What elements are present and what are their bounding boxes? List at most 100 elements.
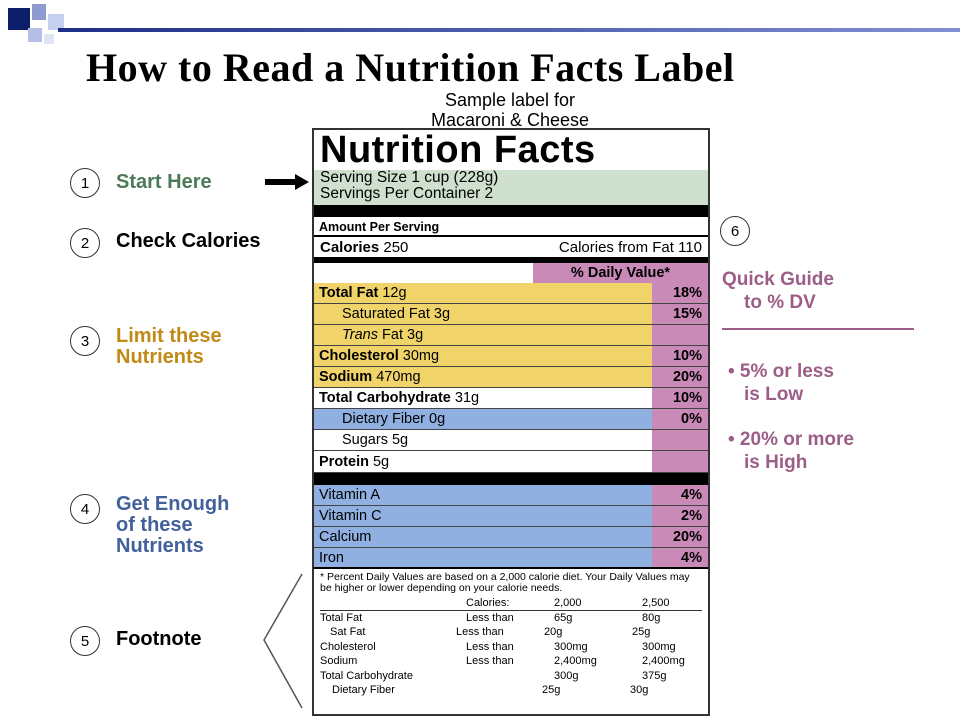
footnote-cell: 80g — [642, 611, 661, 624]
footnote-cell: Less than — [466, 655, 514, 668]
footnote-table: Calories: 2,000 2,500 Total Fat Less tha… — [314, 596, 708, 698]
step-start-here: 1 Start Here — [70, 168, 212, 198]
vitamin-percent: 20% — [652, 527, 708, 547]
nutrient-amount: 5g — [368, 453, 390, 470]
calories-from-fat: Calories from Fat 110 — [558, 238, 702, 256]
footnote-table-header: Calories: 2,000 2,500 — [320, 596, 702, 611]
step-label: Get Enough of these Nutrients — [116, 494, 229, 557]
nutrient-name: Total Carbohydrate — [319, 390, 451, 406]
step-label-line: Start Here — [116, 171, 212, 193]
calories-row: Calories 250 Calories from Fat 110 — [314, 237, 708, 257]
decor-square — [28, 28, 42, 42]
nutrient-name: Protein — [319, 453, 369, 470]
footnote-cell: 2,400mg — [642, 655, 685, 668]
decor-square — [44, 34, 54, 44]
footnote-cell: Total Fat — [320, 611, 363, 624]
page-title: How to Read a Nutrition Facts Label — [86, 45, 735, 90]
nutrient-row: Total Fat 12g 18% — [314, 283, 708, 304]
decor-square — [48, 14, 64, 30]
footnote-cell: 20g — [544, 626, 563, 639]
arrow-right-icon — [265, 174, 309, 190]
footnote-cell: 65g — [554, 611, 573, 624]
nutrient-amount: 470mg — [372, 369, 421, 385]
nutrient-row: Saturated Fat 3g 15% — [314, 304, 708, 325]
footnote-table-row: Total Carbohydrate 300g 375g — [320, 669, 702, 684]
nutrient-name: Dietary Fiber 0g — [342, 411, 446, 427]
sample-caption: Sample label for Macaroni & Cheese — [360, 90, 660, 130]
vitamin-row: Vitamin A 4% — [314, 485, 708, 506]
footnote-table-row: Sodium Less than 2,400mg 2,400mg — [320, 654, 702, 669]
vitamin-name: Iron — [319, 549, 344, 566]
footnote-cell: Total Carbohydrate — [320, 669, 413, 682]
calories-label: Calories — [320, 238, 380, 256]
guide-item-line: is High — [744, 452, 808, 473]
footnote-cell: Less than — [456, 626, 504, 639]
step-label: Start Here — [116, 168, 212, 193]
calories: Calories 250 — [320, 239, 408, 256]
step-label-line: Check Calories — [116, 230, 261, 252]
amount-per-serving: Amount Per Serving — [319, 220, 440, 234]
step-get-enough: 4 Get Enough of these Nutrients — [70, 494, 229, 557]
thick-divider — [314, 473, 708, 485]
vitamin-row: Vitamin C 2% — [314, 506, 708, 527]
step-label-line: Footnote — [116, 628, 202, 650]
nutrient-amount: 12g — [378, 285, 407, 301]
nutrient-name-italic: Trans — [342, 327, 378, 343]
vitamin-row: Calcium 20% — [314, 527, 708, 548]
step-label-line: Nutrients — [116, 346, 204, 368]
nutrient-percent — [652, 325, 708, 345]
divider — [314, 235, 708, 237]
divider — [314, 257, 708, 263]
footnote-bracket-icon — [263, 573, 303, 709]
nutrient-row: Sugars 5g — [314, 430, 708, 451]
step-number: 6 — [720, 216, 750, 246]
guide-divider — [722, 328, 914, 330]
calories-value: 250 — [383, 238, 409, 256]
thick-divider — [314, 205, 708, 217]
step-number: 2 — [70, 228, 100, 258]
step-number: 5 — [70, 626, 100, 656]
footnote-cell: Calories: — [466, 596, 510, 609]
nutrient-percent: 20% — [652, 367, 708, 387]
nutrient-percent: 10% — [652, 346, 708, 366]
label-heading: Nutrition Facts — [320, 129, 596, 171]
nutrient-percent: 0% — [652, 409, 708, 429]
vitamin-name: Vitamin A — [319, 487, 380, 503]
guide-item-low: • 5% or less is Low — [728, 360, 834, 406]
footnote-cell: 2,000 — [554, 596, 582, 609]
nutrient-name: Cholesterol — [319, 348, 399, 364]
sample-caption-line: Macaroni & Cheese — [430, 110, 590, 130]
step-label-line: Nutrients — [116, 535, 204, 557]
guide-item-high: • 20% or more is High — [728, 428, 854, 474]
nutrient-percent — [652, 451, 708, 472]
quick-guide-title: Quick Guide to % DV — [722, 268, 834, 314]
step-number: 1 — [70, 168, 100, 198]
footnote-text: * Percent Daily Values are based on a 2,… — [320, 571, 690, 594]
step-check-calories: 2 Check Calories — [70, 228, 261, 258]
guide-item-line: is Low — [744, 384, 804, 405]
nutrient-percent: 10% — [652, 388, 708, 408]
footnote-cell: Sat Fat — [330, 626, 366, 639]
footnote-table-row: Sat Fat Less than 20g 25g — [320, 625, 702, 640]
nutrient-name: Total Fat — [319, 285, 379, 301]
step-limit-nutrients: 3 Limit these Nutrients — [70, 326, 222, 368]
footnote-cell: Dietary Fiber — [332, 684, 395, 697]
nutrient-row: Total Carbohydrate 31g 10% — [314, 388, 708, 409]
vitamin-percent: 4% — [652, 548, 708, 567]
vitamin-percent: 4% — [652, 485, 708, 505]
step-number: 3 — [70, 326, 100, 356]
vitamin-name: Calcium — [319, 529, 372, 545]
header-bar — [58, 28, 960, 32]
footnote-cell: 2,500 — [642, 596, 670, 609]
footnote-cell: Sodium — [320, 655, 358, 668]
footnote-cell: 2,400mg — [554, 655, 597, 668]
nutrient-amount: 30mg — [398, 348, 440, 364]
serving-size: Serving Size 1 cup (228g) — [320, 169, 499, 186]
step-footnote: 5 Footnote — [70, 626, 202, 656]
nutrition-facts-label: Nutrition Facts Serving Size 1 cup (228g… — [312, 128, 710, 716]
footnote-cell: Cholesterol — [320, 640, 376, 653]
footnote-cell: 30g — [630, 684, 649, 697]
step-label: Check Calories — [116, 228, 261, 252]
nutrient-name: Sodium — [319, 369, 373, 385]
guide-item-line: • 20% or more — [728, 429, 854, 450]
